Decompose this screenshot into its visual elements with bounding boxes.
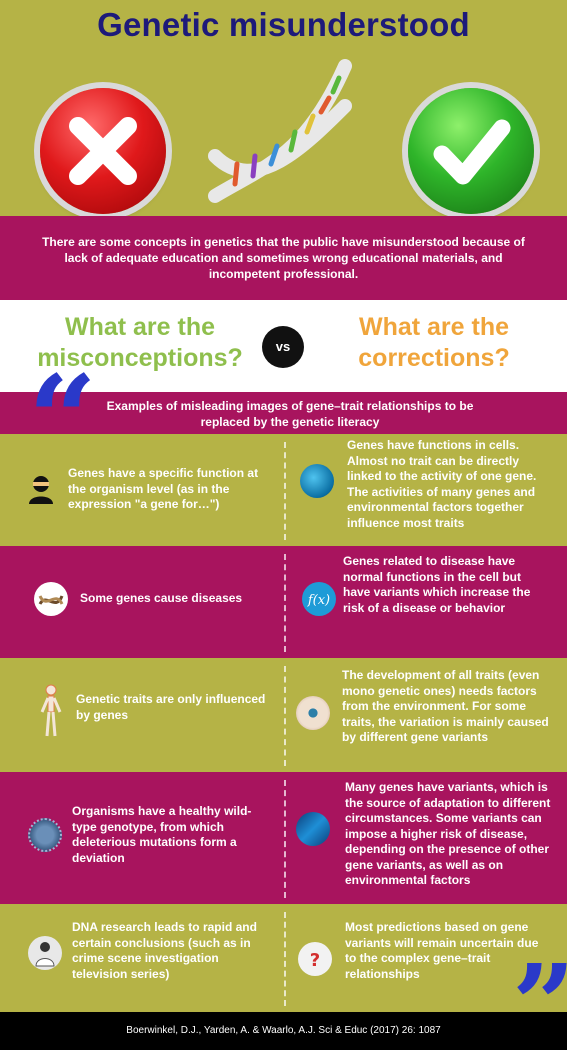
correction-text: The development of all traits (even mono… — [342, 668, 549, 744]
row-divider — [284, 666, 286, 766]
misconception-text: Organisms have a healthy wild-type genot… — [72, 804, 252, 865]
misconception-text: Genetic traits are only influenced by ge… — [76, 692, 266, 722]
misconception-text: DNA research leads to rapid and certain … — [72, 920, 257, 981]
correct-check-icon — [408, 88, 534, 214]
row-5 — [0, 904, 567, 1012]
examples-banner-text: Examples of misleading images of gene–tr… — [106, 399, 474, 429]
scientist-icon — [28, 936, 62, 970]
wrong-x-icon — [40, 88, 166, 214]
dna-helix-icon — [208, 59, 352, 203]
row-divider — [284, 912, 286, 1006]
corrections-heading: What are the corrections? — [358, 313, 510, 372]
row-1 — [0, 434, 567, 546]
intro-text: There are some concepts in genetics that… — [42, 235, 525, 281]
correction-text: Many genes have variants, which is the s… — [345, 780, 551, 887]
row-3 — [0, 658, 567, 772]
dna-strand-icon — [34, 582, 68, 616]
person-avatar-icon — [24, 472, 58, 506]
correction-text: Most predictions based on gene variants … — [345, 920, 539, 981]
virus-icon — [28, 818, 62, 852]
question-mark-icon: ? — [298, 942, 332, 976]
correction-text: Genes related to disease have normal fun… — [343, 554, 531, 615]
eye-icon — [296, 696, 330, 730]
row-2 — [0, 546, 567, 658]
footer-band — [0, 1012, 567, 1050]
correction-text: Genes have functions in cells. Almost no… — [347, 438, 537, 530]
dna-helix-icon — [296, 812, 330, 846]
row-divider — [284, 554, 286, 652]
svg-text:f(x): f(x) — [307, 593, 330, 608]
skeleton-icon — [40, 684, 62, 738]
row-divider — [284, 442, 286, 540]
vs-badge: vs — [262, 326, 304, 368]
cell-icon — [300, 464, 334, 498]
intro-band — [0, 216, 567, 300]
row-4 — [0, 772, 567, 904]
misconception-text: Some genes cause diseases — [80, 591, 243, 605]
misconceptions-heading: What are the misconceptions? — [37, 313, 243, 372]
misconception-text: Genes have a specific function at the or… — [68, 466, 259, 511]
citation-text: Boerwinkel, D.J., Yarden, A. & Waarlo, A… — [126, 1025, 441, 1036]
function-icon: f(x) — [302, 582, 336, 616]
svg-text:?: ? — [310, 950, 320, 971]
page-title: Genetic misunderstood — [97, 6, 470, 43]
examples-banner — [0, 392, 567, 434]
row-divider — [284, 780, 286, 898]
